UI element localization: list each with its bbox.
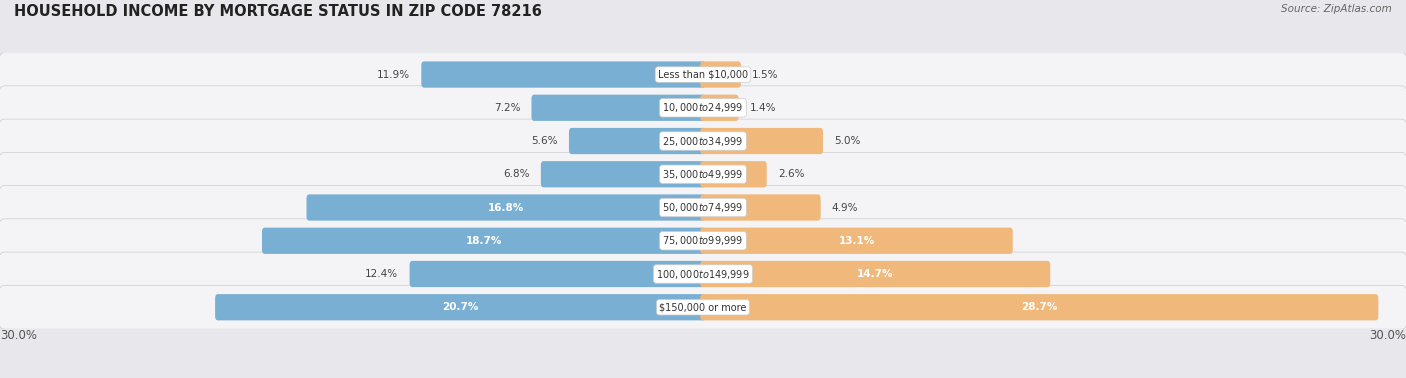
FancyBboxPatch shape xyxy=(700,128,823,154)
Text: $35,000 to $49,999: $35,000 to $49,999 xyxy=(662,168,744,181)
FancyBboxPatch shape xyxy=(0,119,1406,163)
Text: 1.4%: 1.4% xyxy=(749,103,776,113)
FancyBboxPatch shape xyxy=(569,128,706,154)
FancyBboxPatch shape xyxy=(409,261,706,287)
Text: $75,000 to $99,999: $75,000 to $99,999 xyxy=(662,234,744,247)
FancyBboxPatch shape xyxy=(262,228,706,254)
FancyBboxPatch shape xyxy=(700,194,821,221)
Text: 30.0%: 30.0% xyxy=(1369,329,1406,342)
Text: Source: ZipAtlas.com: Source: ZipAtlas.com xyxy=(1281,4,1392,14)
Text: 5.6%: 5.6% xyxy=(531,136,558,146)
Text: 16.8%: 16.8% xyxy=(488,203,524,212)
Text: 7.2%: 7.2% xyxy=(494,103,520,113)
FancyBboxPatch shape xyxy=(215,294,706,321)
Text: 28.7%: 28.7% xyxy=(1021,302,1057,312)
FancyBboxPatch shape xyxy=(700,294,1378,321)
FancyBboxPatch shape xyxy=(0,186,1406,229)
FancyBboxPatch shape xyxy=(0,86,1406,130)
FancyBboxPatch shape xyxy=(307,194,706,221)
Text: 20.7%: 20.7% xyxy=(443,302,478,312)
Text: 4.9%: 4.9% xyxy=(832,203,859,212)
FancyBboxPatch shape xyxy=(700,261,1050,287)
Text: 30.0%: 30.0% xyxy=(0,329,37,342)
FancyBboxPatch shape xyxy=(700,94,738,121)
FancyBboxPatch shape xyxy=(0,53,1406,96)
Text: 5.0%: 5.0% xyxy=(834,136,860,146)
Text: $25,000 to $34,999: $25,000 to $34,999 xyxy=(662,135,744,147)
Text: $100,000 to $149,999: $100,000 to $149,999 xyxy=(657,268,749,280)
Text: 12.4%: 12.4% xyxy=(366,269,398,279)
FancyBboxPatch shape xyxy=(541,161,706,187)
Text: Less than $10,000: Less than $10,000 xyxy=(658,70,748,79)
Text: 1.5%: 1.5% xyxy=(752,70,779,79)
FancyBboxPatch shape xyxy=(700,228,1012,254)
Text: $50,000 to $74,999: $50,000 to $74,999 xyxy=(662,201,744,214)
Text: $150,000 or more: $150,000 or more xyxy=(659,302,747,312)
FancyBboxPatch shape xyxy=(0,285,1406,329)
FancyBboxPatch shape xyxy=(422,61,706,88)
Text: 14.7%: 14.7% xyxy=(858,269,893,279)
Text: 18.7%: 18.7% xyxy=(465,236,502,246)
FancyBboxPatch shape xyxy=(531,94,706,121)
FancyBboxPatch shape xyxy=(0,219,1406,263)
FancyBboxPatch shape xyxy=(0,252,1406,296)
Text: HOUSEHOLD INCOME BY MORTGAGE STATUS IN ZIP CODE 78216: HOUSEHOLD INCOME BY MORTGAGE STATUS IN Z… xyxy=(14,4,541,19)
Text: 11.9%: 11.9% xyxy=(377,70,411,79)
Text: $10,000 to $24,999: $10,000 to $24,999 xyxy=(662,101,744,114)
FancyBboxPatch shape xyxy=(0,152,1406,196)
FancyBboxPatch shape xyxy=(700,161,766,187)
Text: 2.6%: 2.6% xyxy=(778,169,804,179)
FancyBboxPatch shape xyxy=(700,61,741,88)
Text: 13.1%: 13.1% xyxy=(838,236,875,246)
Text: 6.8%: 6.8% xyxy=(503,169,530,179)
